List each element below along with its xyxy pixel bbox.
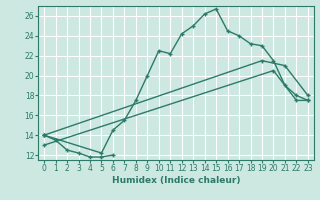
X-axis label: Humidex (Indice chaleur): Humidex (Indice chaleur) xyxy=(112,176,240,185)
